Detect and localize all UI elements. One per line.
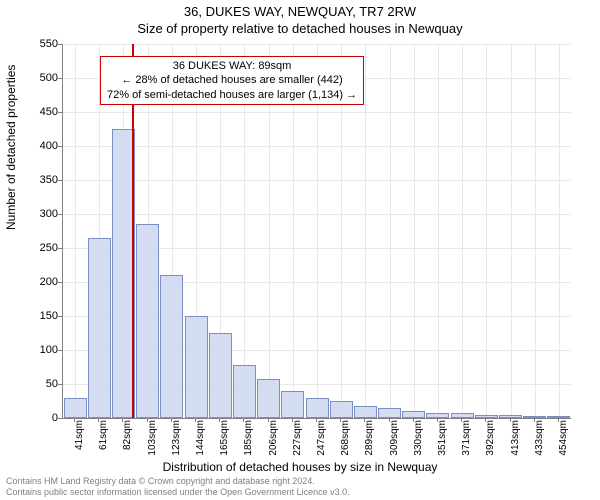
histogram-bar [64, 398, 87, 418]
y-tick-label: 250 [22, 242, 58, 254]
x-tick-label: 165sqm [219, 420, 230, 460]
x-tick-label: 123sqm [171, 420, 182, 460]
x-tick-label: 247sqm [316, 420, 327, 460]
y-tick-label: 500 [22, 72, 58, 84]
page-title: 36, DUKES WAY, NEWQUAY, TR7 2RW [0, 0, 600, 19]
histogram-bar [523, 416, 546, 418]
y-tick-label: 50 [22, 378, 58, 390]
histogram-bar [281, 391, 304, 418]
x-tick-label: 144sqm [195, 420, 206, 460]
histogram-bar [306, 398, 329, 418]
histogram-bar [475, 415, 498, 418]
x-axis-label: Distribution of detached houses by size … [0, 460, 600, 474]
x-tick-label: 454sqm [558, 420, 569, 460]
y-tick-label: 200 [22, 276, 58, 288]
x-tick-label: 413sqm [510, 420, 521, 460]
histogram-bar [209, 333, 232, 418]
x-tick-label: 227sqm [292, 420, 303, 460]
x-tick-label: 206sqm [268, 420, 279, 460]
y-tick-label: 350 [22, 174, 58, 186]
y-tick-label: 0 [22, 412, 58, 424]
x-tick-label: 371sqm [461, 420, 472, 460]
x-tick-label: 41sqm [74, 420, 85, 460]
histogram-bar [185, 316, 208, 418]
footer-attribution: Contains HM Land Registry data © Crown c… [6, 476, 350, 498]
histogram-bar [499, 415, 522, 418]
x-tick-label: 82sqm [122, 420, 133, 460]
histogram-bar [451, 413, 474, 418]
histogram-bar [354, 406, 377, 418]
histogram-bar [378, 408, 401, 418]
histogram-bar [136, 224, 159, 418]
annotation-line1: 36 DUKES WAY: 89sqm [107, 59, 357, 73]
histogram-bar [547, 416, 570, 418]
x-tick-label: 185sqm [243, 420, 254, 460]
x-tick-label: 103sqm [147, 420, 158, 460]
x-tick-label: 330sqm [413, 420, 424, 460]
histogram-bar [233, 365, 256, 418]
chart-subtitle: Size of property relative to detached ho… [0, 19, 600, 36]
histogram-bar [426, 413, 449, 418]
y-tick-label: 550 [22, 38, 58, 50]
x-tick-label: 268sqm [340, 420, 351, 460]
y-tick-label: 450 [22, 106, 58, 118]
annotation-line3: 72% of semi-detached houses are larger (… [107, 88, 357, 102]
histogram-bar [160, 275, 183, 418]
y-tick-label: 300 [22, 208, 58, 220]
histogram-bar [330, 401, 353, 418]
x-tick-label: 61sqm [98, 420, 109, 460]
x-tick-label: 289sqm [364, 420, 375, 460]
y-tick-label: 400 [22, 140, 58, 152]
x-tick-label: 309sqm [389, 420, 400, 460]
annotation-line2: ← 28% of detached houses are smaller (44… [107, 73, 357, 87]
y-axis-label: Number of detached properties [4, 65, 18, 230]
y-tick-label: 100 [22, 344, 58, 356]
histogram-bar [402, 411, 425, 418]
y-tick-label: 150 [22, 310, 58, 322]
footer-line2: Contains public sector information licen… [6, 487, 350, 498]
annotation-box: 36 DUKES WAY: 89sqm← 28% of detached hou… [100, 56, 364, 105]
histogram-bar [257, 379, 280, 418]
x-tick-label: 392sqm [485, 420, 496, 460]
x-tick-label: 351sqm [437, 420, 448, 460]
histogram-bar [88, 238, 111, 418]
x-tick-label: 433sqm [534, 420, 545, 460]
footer-line1: Contains HM Land Registry data © Crown c… [6, 476, 350, 487]
